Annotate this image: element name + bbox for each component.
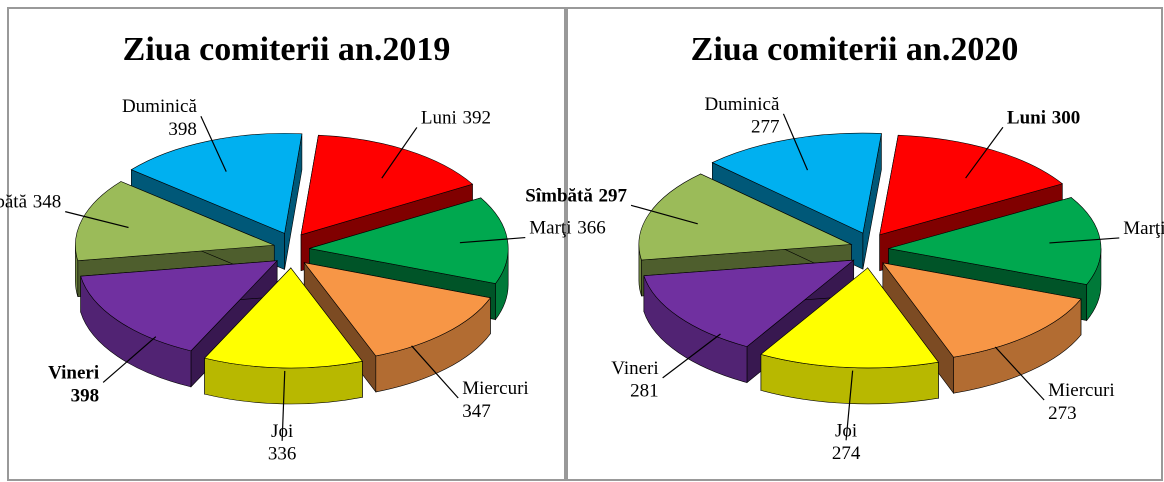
leader-line (662, 333, 721, 379)
pie (638, 132, 1102, 405)
label-category: Sîmbătă (0, 192, 28, 213)
label-category: Sîmbătă (525, 186, 593, 207)
label-category: Joi (271, 421, 293, 442)
leader-line (411, 345, 459, 399)
label-category: Marţi (1123, 218, 1164, 239)
data-label: Joi 274 (832, 421, 861, 465)
leader-line (965, 126, 1004, 179)
slice (638, 173, 853, 261)
label-value: 297 (599, 186, 628, 207)
data-label: Joi 336 (268, 421, 297, 465)
label-category: Duminică (122, 97, 197, 118)
leader-line (845, 370, 854, 441)
slice (309, 197, 509, 284)
label-value: 392 (462, 108, 491, 129)
data-label: Miercuri 273 (1048, 380, 1114, 424)
slice (130, 133, 303, 234)
slice (75, 181, 275, 262)
slice (643, 259, 855, 347)
data-label: Duminică 277 (705, 94, 780, 138)
label-category: Duminică (705, 94, 780, 115)
label-value: 274 (832, 444, 861, 465)
leader-line (200, 115, 227, 172)
label-value: 273 (1048, 403, 1077, 424)
slice (80, 260, 278, 352)
leader-line (782, 113, 809, 171)
label-value: 348 (33, 192, 62, 213)
data-label: Sîmbătă 297 (525, 186, 627, 207)
slice (711, 132, 882, 234)
data-label: Luni 392 (421, 108, 491, 129)
slice (882, 262, 1082, 358)
slice (204, 267, 363, 369)
slice (303, 262, 491, 357)
label-category: Marţi (529, 218, 571, 239)
label-category: Miercuri (1048, 380, 1114, 401)
data-label: Vineri 398 (48, 363, 99, 407)
label-value: 366 (577, 218, 606, 239)
data-label: Miercuri 347 (462, 378, 528, 422)
label-value: 300 (1052, 108, 1081, 129)
label-category: Miercuri (462, 378, 528, 399)
label-value: 398 (168, 119, 197, 140)
label-value: 281 (630, 381, 659, 402)
data-label: Marţi286 (1123, 218, 1164, 239)
label-value: 336 (268, 444, 297, 465)
label-category: Joi (835, 421, 857, 442)
label-category: Luni (1007, 108, 1046, 129)
pie (75, 133, 509, 405)
data-label: Sîmbătă348 (0, 192, 61, 213)
leader-line (994, 346, 1045, 401)
leader-line (1049, 237, 1120, 244)
leader-line (102, 336, 157, 383)
label-category: Luni (421, 108, 457, 129)
slice (300, 134, 474, 236)
leader-line (281, 370, 286, 441)
chart-title: Ziua comiterii an.2020 (691, 31, 1019, 68)
data-label: Duminică 398 (122, 97, 197, 141)
label-value: 398 (71, 386, 100, 407)
data-label: Vineri 281 (611, 358, 658, 402)
slice (760, 267, 939, 369)
data-label: Marţi 366 (529, 218, 605, 239)
data-label: Luni 300 (1007, 108, 1080, 129)
label-category: Vineri (48, 363, 99, 384)
leader-line (381, 127, 418, 179)
slice (879, 134, 1064, 236)
label-value: 277 (751, 117, 780, 138)
leader-line (459, 236, 526, 244)
leader-line (65, 211, 129, 229)
leader-line (630, 204, 698, 225)
label-category: Vineri (611, 358, 658, 379)
chart-title: Ziua comiterii an.2019 (123, 31, 451, 68)
slice (888, 197, 1102, 285)
label-value: 347 (462, 401, 491, 422)
